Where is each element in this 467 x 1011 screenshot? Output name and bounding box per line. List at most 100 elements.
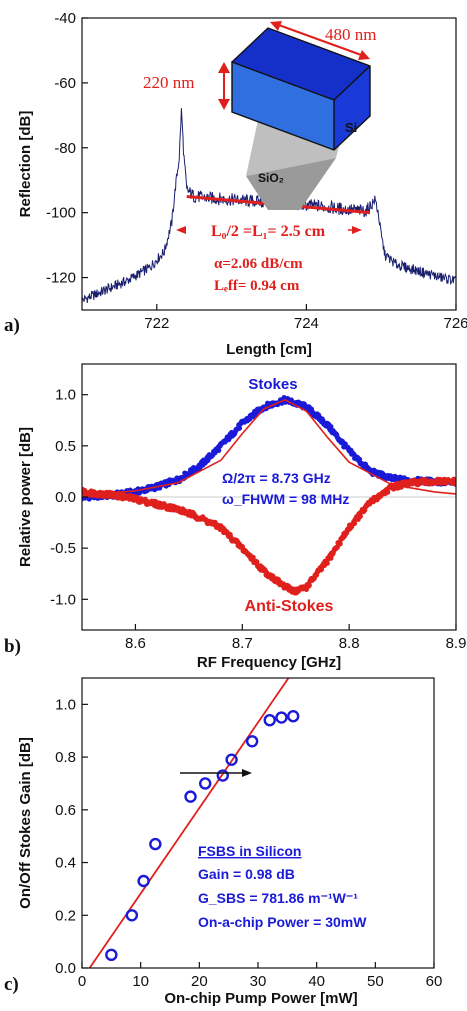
panel-c-ytick-label: 0.8	[55, 749, 76, 766]
anti-stokes-point	[352, 520, 358, 527]
panel-c-xtick-label: 60	[426, 973, 443, 990]
panel-a-ticks: 722 724 726 -40 -60 -80 -100 -120	[46, 10, 467, 332]
panel-b-ytick-label: 0.5	[55, 438, 76, 455]
panel-c-xtick-label: 20	[191, 973, 208, 990]
anti-stokes-point	[337, 541, 343, 547]
panel-c-ytick-label: 0.6	[55, 802, 76, 819]
anti-stokes-label: Anti-Stokes	[245, 598, 334, 615]
panel-b-letter: b)	[4, 636, 21, 657]
gain-point	[125, 909, 139, 922]
gain-point	[184, 790, 197, 803]
panel-b-ytick-label: -0.5	[50, 540, 76, 557]
gain-point	[245, 735, 259, 748]
anti-stokes-point	[254, 559, 260, 565]
panel-c: 0 10 20 30 40 50 60 0.0 0.2 0.4 0.6 0.8 1.0 On-chip …	[4, 677, 442, 1007]
panel-b-xtick-label: 8.6	[125, 635, 146, 652]
gain-point	[216, 769, 230, 782]
panel-c-xtick-label: 10	[132, 973, 149, 990]
panel-a-ytick-label: -40	[54, 10, 76, 27]
panel-c-xtick-label: 40	[308, 973, 325, 990]
fwhm-label: ω_FHWM = 98 MHz	[222, 491, 349, 507]
sio2-label: SiO₂	[258, 171, 284, 185]
length-label: L₀/2 =L₁= 2.5 cm	[211, 223, 326, 240]
panel-c-xtick-label: 30	[250, 973, 267, 990]
panel-b-xtick-label: 8.9	[446, 635, 467, 652]
sio2-pedestal-side	[246, 158, 336, 210]
leff-label: Lₑff= 0.94 cm	[214, 278, 300, 294]
cube-front-face	[232, 62, 334, 150]
stokes-point	[328, 424, 334, 430]
gsbs-text: G_SBS = 781.86 m⁻¹W⁻¹	[198, 890, 358, 906]
gain-point	[198, 777, 212, 790]
height-arrow-head-up	[218, 62, 230, 73]
gain-point	[137, 874, 150, 888]
anti-stokes-point	[357, 513, 363, 520]
width-label: 480 nm	[325, 25, 376, 44]
saturation-arrow-head	[242, 769, 252, 777]
panel-a-ylabel: Reflection [dB]	[17, 111, 34, 218]
panel-b-ytick-label: 1.0	[55, 387, 76, 404]
panel-a-xtick-label: 726	[443, 315, 467, 332]
height-label: 220 nm	[143, 73, 194, 92]
panel-a-xtick-label: 722	[144, 315, 169, 332]
panel-c-letter: c)	[4, 974, 19, 995]
fsbs-title: FSBS in Silicon	[198, 843, 301, 859]
panel-c-ytick-label: 0.2	[55, 907, 76, 924]
gain-fit-line	[88, 678, 290, 968]
alpha-label: α=2.06 dB/cm	[214, 256, 303, 272]
waveguide-illustration: Si SiO₂ 220 nm 480 nm	[143, 21, 376, 210]
anti-stokes-point	[250, 554, 256, 561]
panel-a: 722 724 726 -40 -60 -80 -100 -120 Length [cm] R…	[4, 10, 467, 358]
gain-point	[225, 753, 238, 766]
panel-c-xtick-label: 50	[367, 973, 384, 990]
panel-a-ytick-label: -60	[54, 75, 76, 92]
gain-point	[287, 710, 300, 723]
panel-b-xtick-label: 8.7	[232, 635, 253, 652]
gain-text: Gain = 0.98 dB	[198, 866, 295, 882]
panel-a-xtick-label: 724	[294, 315, 319, 332]
panel-b-ylabel: Relative power [dB]	[17, 427, 34, 567]
gain-point	[149, 837, 162, 851]
omega-label: Ω/2π = 8.73 GHz	[222, 470, 331, 486]
stokes-point	[236, 425, 243, 431]
panel-a-frame	[81, 17, 457, 311]
panel-a-xlabel: Length [cm]	[226, 341, 312, 358]
panel-c-ylabel: On/Off Stokes Gain [dB]	[17, 737, 34, 909]
panel-a-letter: a)	[4, 315, 20, 336]
anti-stokes-point	[324, 560, 330, 566]
panel-b-xtick-label: 8.8	[339, 635, 360, 652]
panel-b-xlabel: RF Frequency [GHz]	[197, 654, 341, 671]
width-arrow-line	[275, 23, 365, 57]
gain-point	[105, 948, 118, 962]
panel-a-ytick-label: -120	[46, 270, 76, 287]
panel-b-ytick-label: 0.0	[55, 489, 76, 506]
panel-c-ytick-label: 1.0	[55, 696, 76, 713]
stokes-label: Stokes	[248, 376, 297, 393]
power-text: On-a-chip Power = 30mW	[198, 914, 367, 930]
panel-c-plot-area	[88, 678, 300, 968]
cube-side-face	[334, 66, 370, 150]
panel-a-ytick-label: -100	[46, 205, 76, 222]
stokes-point	[216, 447, 222, 453]
width-arrow-head-left	[270, 21, 282, 31]
anti-stokes-point	[306, 582, 312, 589]
panel-c-xtick-label: 0	[78, 973, 86, 990]
panel-a-ytick-label: -80	[54, 140, 76, 157]
length-arrow-head-left	[176, 226, 186, 234]
panel-b-plot-area	[82, 395, 456, 596]
lorentzian-fit-line	[82, 399, 456, 496]
cube-top-face	[232, 28, 370, 100]
panel-c-ytick-label: 0.0	[55, 960, 76, 977]
length-arrow-head-right	[352, 226, 362, 234]
length-label-bg	[186, 221, 348, 239]
stokes-point	[357, 456, 363, 462]
panel-c-ytick-label: 0.4	[55, 855, 76, 872]
panel-b: 8.6 8.7 8.8 8.9 1.0 0.5 0.0 -0.5 -1.0 RF Frequen…	[4, 363, 466, 671]
panel-b-ytick-label: -1.0	[50, 591, 76, 608]
panel-c-ticks: 0 10 20 30 40 50 60 0.0 0.2 0.4 0.6 0.8 1.0	[55, 696, 442, 990]
anti-stokes-point	[453, 481, 456, 487]
si-label: Si	[345, 120, 357, 135]
panel-c-xlabel: On-chip Pump Power [mW]	[164, 990, 357, 1007]
panel-b-ticks: 8.6 8.7 8.8 8.9 1.0 0.5 0.0 -0.5 -1.0	[50, 387, 466, 652]
